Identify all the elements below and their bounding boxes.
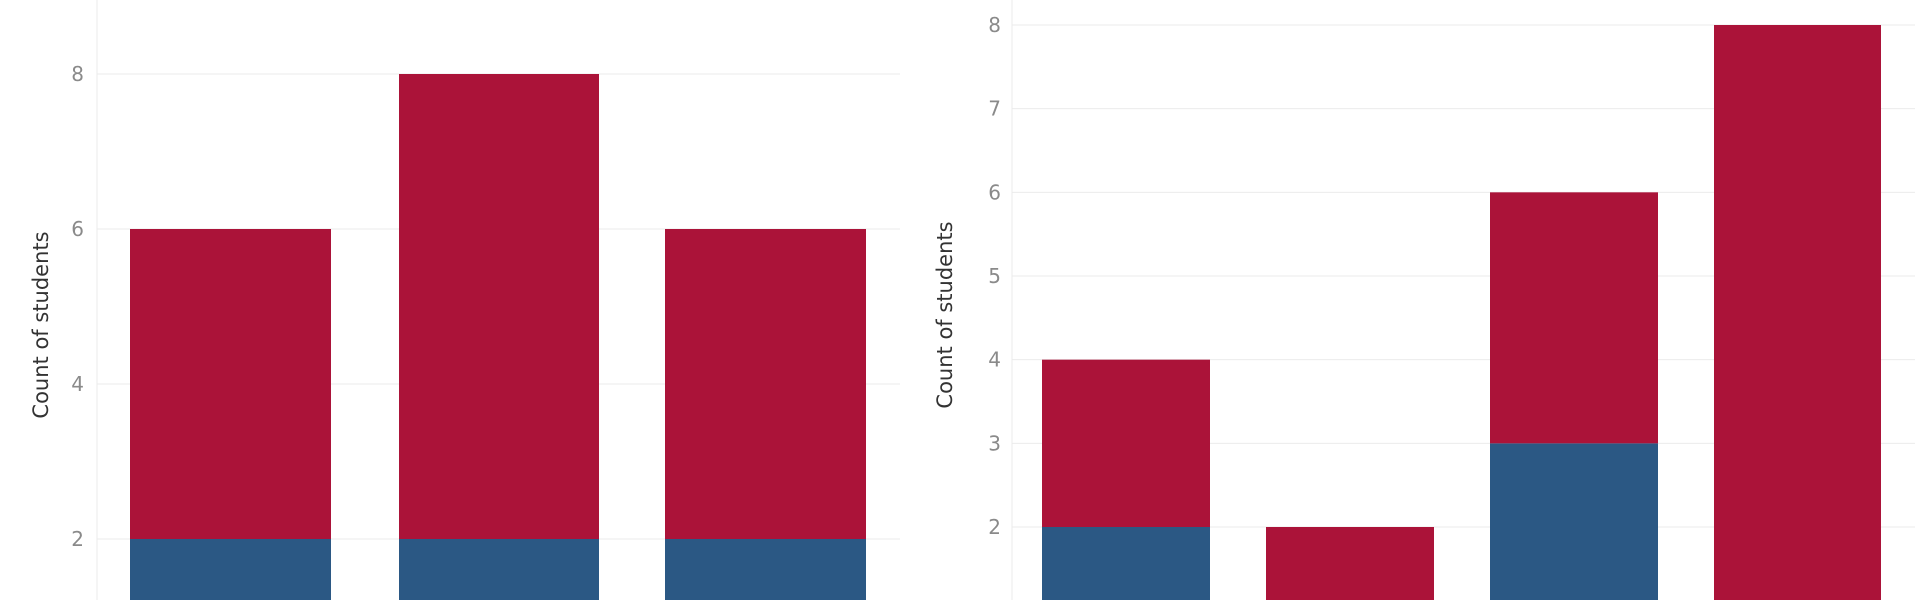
bar-2-segment-2 bbox=[399, 74, 599, 539]
bar-3-segment-1 bbox=[665, 539, 866, 600]
bar-1-segment-1 bbox=[1042, 527, 1210, 600]
bar-2-segment-1 bbox=[399, 539, 599, 600]
bar-1-segment-2 bbox=[130, 229, 331, 539]
bars bbox=[1042, 25, 1881, 600]
y-tick-label-3: 3 bbox=[988, 431, 1001, 455]
y-tick-label-5: 5 bbox=[988, 264, 1001, 288]
y-tick-label-4: 4 bbox=[988, 348, 1001, 372]
bar-1-segment-2 bbox=[1042, 359, 1210, 527]
bar-3-segment-1 bbox=[1490, 443, 1658, 600]
y-tick-label-6: 6 bbox=[71, 217, 84, 241]
y-axis-title: Count of students bbox=[933, 221, 957, 408]
bar-3-segment-2 bbox=[1490, 192, 1658, 444]
y-tick-label-2: 2 bbox=[988, 515, 1001, 539]
y-tick-label-4: 4 bbox=[71, 372, 84, 396]
y-axis-title: Count of students bbox=[29, 231, 53, 418]
y-tick-label-6: 6 bbox=[988, 180, 1001, 204]
y-tick-labels: 2 4 6 8 bbox=[71, 62, 84, 551]
bar-1-segment-1 bbox=[130, 539, 331, 600]
y-tick-label-8: 8 bbox=[71, 62, 84, 86]
bar-2-segment-2 bbox=[1266, 527, 1434, 600]
bar-3-segment-2 bbox=[665, 229, 866, 539]
bars bbox=[130, 74, 866, 600]
y-tick-label-2: 2 bbox=[71, 527, 84, 551]
y-tick-labels: 2 3 4 5 6 7 8 bbox=[988, 13, 1001, 539]
left-bar-chart: 2 4 6 8 Count of students bbox=[29, 0, 900, 600]
bar-4-segment-2 bbox=[1714, 25, 1881, 600]
y-tick-label-7: 7 bbox=[988, 97, 1001, 121]
right-bar-chart: 2 3 4 5 6 7 8 Count of students bbox=[933, 0, 1915, 600]
y-tick-label-8: 8 bbox=[988, 13, 1001, 37]
